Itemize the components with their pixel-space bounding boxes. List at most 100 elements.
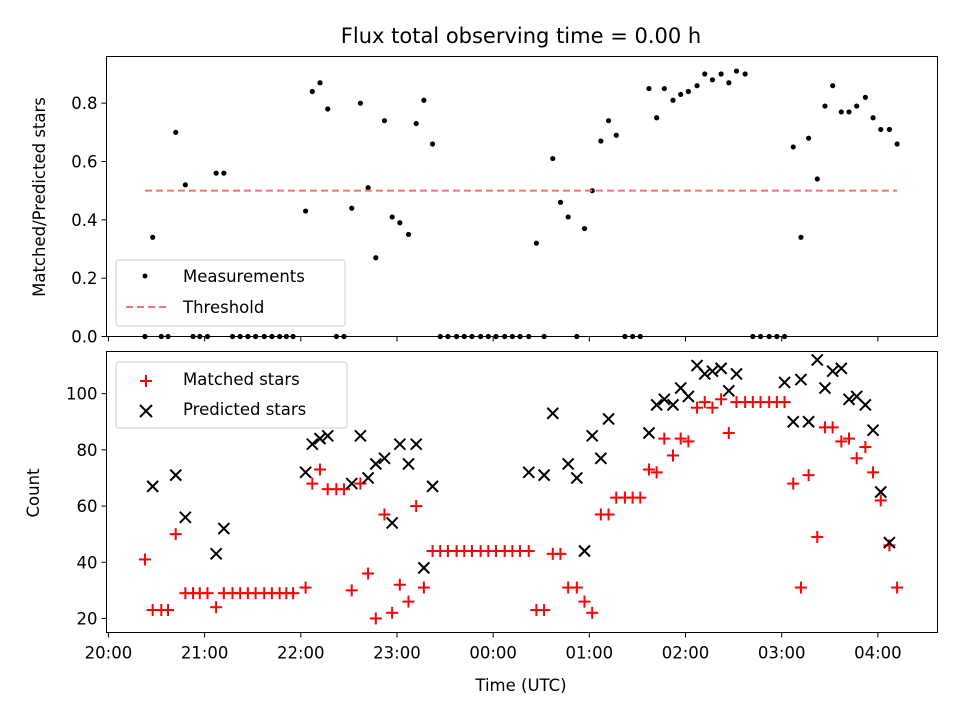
bottom-y-tick-label: 100: [66, 385, 98, 404]
matched-stars-point: [691, 401, 704, 414]
measurement-point: [357, 100, 364, 106]
predicted-stars-point: [179, 511, 192, 524]
matched-stars-point: [522, 545, 535, 558]
predicted-stars-point: [570, 471, 584, 485]
measurement-point: [213, 170, 219, 176]
measurement-point: [790, 144, 796, 150]
matched-stars-point: [410, 500, 423, 513]
bottom-y-tick-label: 60: [77, 497, 98, 516]
matched-stars-point: [586, 606, 599, 619]
predicted-stars-point: [417, 561, 431, 575]
matched-stars-point: [698, 396, 711, 409]
measurement-point: [365, 185, 371, 191]
measurement-point: [605, 118, 612, 124]
matched-stars-point: [386, 606, 399, 619]
legend-label-predicted-stars: Predicted stars: [183, 400, 306, 419]
predicted-stars-point: [682, 390, 695, 403]
measurement-point: [325, 106, 331, 112]
matched-stars-point: [811, 530, 824, 543]
measurement-point: [581, 225, 588, 232]
matched-stars-point: [602, 508, 615, 521]
predicted-stars-point: [859, 398, 872, 412]
matched-stars-point: [867, 466, 880, 479]
legend-label-matched-stars: Matched stars: [183, 370, 300, 389]
matched-stars-point: [554, 547, 567, 560]
measurement-point: [742, 71, 748, 77]
measurement-point: [589, 188, 595, 194]
measurement-point: [349, 205, 355, 211]
x-tick-label: 03:00: [758, 644, 806, 663]
measurement-point: [678, 91, 684, 98]
matched-stars-point: [658, 432, 671, 445]
predicted-stars-point: [385, 516, 399, 530]
predicted-stars-point: [794, 373, 808, 386]
measurement-point: [702, 71, 708, 77]
x-tick-label: 22:00: [277, 644, 325, 663]
bottom-y-tick-label: 80: [77, 441, 98, 460]
predicted-stars-point: [369, 457, 383, 471]
predicted-stars-point: [402, 457, 415, 471]
bottom-legend-box: [115, 361, 348, 429]
top-legend-box: [115, 259, 346, 327]
series-predicted-stars: [146, 353, 896, 575]
measurement-point: [565, 214, 571, 220]
measurement-point: [798, 234, 804, 240]
top-y-axis: 0.0 0.2 0.4 0.6 0.8: [71, 94, 107, 347]
top-y-tick-label: 0.8: [71, 94, 97, 113]
predicted-stars-point: [546, 407, 559, 420]
predicted-stars-point: [561, 457, 575, 471]
predicted-stars-point: [361, 471, 375, 485]
x-tick-label: 23:00: [373, 644, 421, 663]
predicted-stars-point: [209, 547, 223, 561]
predicted-stars-point: [658, 393, 671, 406]
predicted-stars-point: [345, 477, 358, 490]
measurement-point: [726, 80, 732, 86]
predicted-stars-point: [146, 480, 159, 493]
matched-stars-point: [787, 477, 800, 490]
measurement-point: [846, 109, 852, 115]
measurement-point: [317, 80, 323, 86]
x-tick-label: 01:00: [566, 644, 614, 663]
matched-stars-point: [850, 452, 863, 465]
matched-stars-point: [835, 435, 848, 448]
predicted-stars-point: [835, 362, 848, 375]
measurement-point: [373, 255, 379, 261]
legend-marker-predicted-stars: [139, 404, 153, 418]
matched-stars-point: [299, 581, 312, 594]
matched-stars-point: [354, 477, 367, 490]
bottom-axes-frame: [106, 351, 938, 633]
measurement-point: [838, 109, 844, 115]
matched-stars-point: [826, 421, 839, 434]
bottom-legend: Matched stars Predicted stars: [115, 361, 348, 429]
measurement-point: [822, 103, 828, 109]
bottom-y-tick-label: 20: [77, 609, 98, 628]
matched-stars-point: [667, 449, 680, 462]
measurement-point: [670, 97, 676, 103]
predicted-stars-point: [778, 376, 791, 389]
measurement-point: [598, 138, 604, 144]
measurement-point: [397, 220, 403, 226]
measurement-point: [221, 170, 227, 176]
predicted-stars-point: [842, 393, 856, 406]
matched-stars-point: [210, 601, 223, 614]
x-tick-label: 21:00: [181, 644, 229, 663]
predicted-stars-point: [299, 466, 312, 479]
measurement-point: [862, 94, 868, 100]
matched-stars-point: [306, 477, 319, 490]
measurement-point: [381, 118, 388, 124]
matched-stars-point: [402, 595, 415, 608]
predicted-stars-point: [730, 367, 743, 381]
top-panel: 0.00.20.40.60.8 Matched/Predicted stars …: [30, 56, 938, 347]
matched-stars-point: [778, 396, 791, 409]
predicted-stars-point: [426, 480, 439, 493]
measurement-point: [421, 97, 427, 103]
chart-title: Flux total observing time = 0.00 h: [341, 24, 701, 48]
top-plot-area: [142, 68, 900, 340]
predicted-stars-point: [306, 438, 319, 451]
measurement-point: [429, 141, 436, 147]
matched-stars-point: [682, 435, 695, 448]
top-x-ticks: [107, 336, 879, 342]
measurement-point: [389, 214, 395, 220]
measurement-point: [150, 234, 156, 240]
